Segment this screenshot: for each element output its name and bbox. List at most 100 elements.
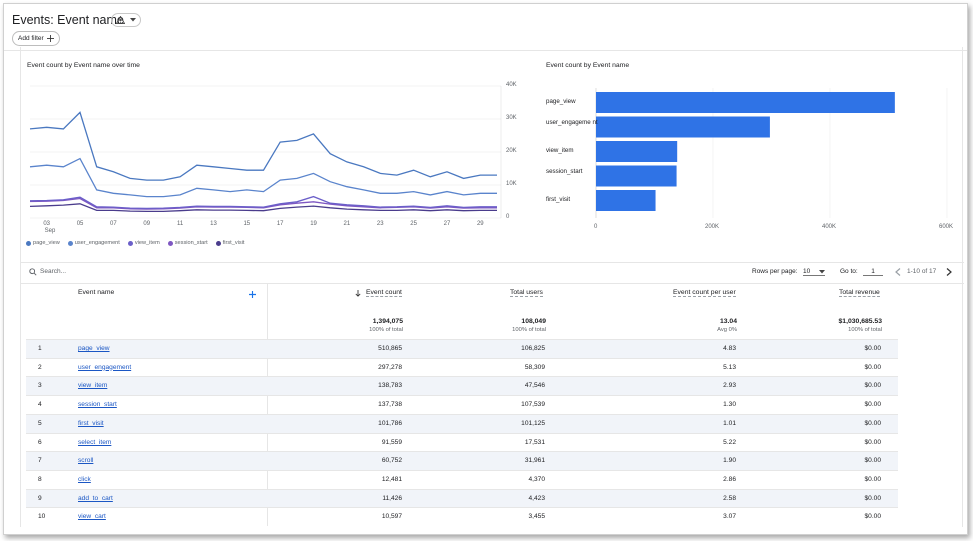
row-index: 5 [38, 419, 42, 427]
event-name-link[interactable]: user_engagement [78, 363, 132, 371]
total-users-cell: 106,825 [521, 345, 545, 352]
bar-category-label: view_item [546, 147, 574, 154]
goto-input[interactable]: 1 [863, 268, 883, 276]
legend-item-view_item[interactable]: view_item [127, 240, 160, 246]
search-icon[interactable] [29, 268, 37, 276]
x-tick-label: 11 [176, 221, 184, 227]
total-users-cell: 47,546 [524, 382, 545, 390]
rows-per-page-select[interactable]: 10 [803, 268, 825, 276]
total-revenue-cell: $0.00 [864, 401, 881, 409]
report-header: Events: Event name Add filter [4, 4, 967, 51]
table-row[interactable]: 4 session_start 137,738 107,539 1.30 $0.00 [26, 395, 898, 415]
total-revenue-cell: $0.00 [864, 419, 881, 427]
total-per-user-sub: Avg 0% [717, 327, 737, 333]
event-name-link[interactable]: click [78, 475, 91, 483]
bar-view_item[interactable] [596, 141, 678, 162]
table-row[interactable]: 10 view_cart 10,597 3,455 3.07 $0.00 [26, 507, 898, 527]
series-line-page_view[interactable] [29, 111, 497, 181]
total-revenue-cell: $0.00 [864, 494, 881, 502]
total-users-cell: 4,423 [528, 494, 545, 502]
legend-label: user_engagement [74, 240, 120, 246]
table-toolbar [21, 262, 964, 284]
table-row[interactable]: 7 scroll 60,752 31,961 1.90 $0.00 [26, 451, 898, 471]
total-users-cell: 58,309 [524, 363, 545, 371]
add-filter-button[interactable]: Add filter [12, 31, 60, 46]
legend-item-session_start[interactable]: session_start [167, 240, 208, 246]
event-name-link[interactable]: page_view [78, 345, 110, 352]
chevron-down-icon [129, 18, 136, 22]
series-line-session_start[interactable] [29, 197, 497, 210]
event-count-per-user-cell: 2.86 [723, 475, 736, 483]
total-revenue-cell: $0.00 [864, 475, 881, 483]
event-name-link[interactable]: session_start [78, 401, 117, 409]
event-name-link[interactable]: view_cart [78, 513, 106, 521]
previous-page-icon[interactable] [895, 268, 901, 276]
next-page-icon[interactable] [946, 268, 952, 276]
x-tick-label: 17 [276, 221, 284, 227]
total-revenue-cell: $0.00 [864, 382, 881, 390]
bar-x-tick-label: 200K [705, 224, 720, 230]
table-row[interactable]: 5 first_visit 101,786 101,125 1.01 $0.00 [26, 413, 898, 434]
event-name-link[interactable]: first_visit [78, 419, 104, 427]
legend-label: view_item [134, 240, 160, 246]
bar-session_start[interactable] [596, 165, 677, 187]
x-tick-label: 23 [376, 221, 384, 227]
table-row[interactable]: 2 user_engagement 297,278 58,309 5.13 $0.00 [26, 357, 898, 378]
legend-swatch [215, 240, 221, 246]
legend-item-page_view[interactable]: page_view [26, 240, 60, 246]
line-chart-title: Event count by Event name over time [27, 62, 140, 69]
table-row[interactable]: 9 add_to_cart 11,426 4,423 2.58 $0.00 [26, 488, 898, 509]
y-tick-label: 30K [506, 115, 517, 121]
plus-icon [46, 35, 54, 42]
bar-x-tick-label: 0 [594, 224, 598, 230]
x-tick-label: 15 [243, 221, 251, 227]
bar-category-label: user_engageme nt [546, 118, 598, 126]
event-name-link[interactable]: scroll [78, 457, 94, 465]
row-index: 8 [38, 475, 42, 483]
x-axis-month-label: Sep [44, 228, 56, 234]
header-total-revenue[interactable]: Total revenue [839, 289, 880, 297]
bar-user_engagement[interactable] [596, 116, 770, 138]
bar-page_view[interactable] [596, 92, 895, 113]
y-tick-label: 0 [506, 214, 510, 220]
table-row[interactable]: 6 select_item 91,559 17,531 5.22 $0.00 [26, 432, 898, 453]
bar-x-tick-label: 600K [939, 224, 954, 230]
legend-item-first_visit[interactable]: first_visit [215, 240, 244, 246]
warning-icon [116, 16, 126, 24]
rows-per-page-value: 10 [803, 268, 811, 275]
event-count-per-user-cell: 1.01 [723, 419, 736, 427]
goto-label: Go to: [840, 268, 858, 275]
header-event-count[interactable]: Event count [366, 289, 402, 297]
column-divider [267, 283, 268, 526]
search-input[interactable]: Search... [40, 268, 67, 275]
table-row[interactable]: 3 view_item 138,783 47,546 2.93 $0.00 [26, 376, 898, 396]
sort-arrow-down-icon[interactable] [355, 290, 361, 297]
event-count-cell: 10,597 [381, 513, 402, 521]
header-event-name[interactable]: Event name [78, 289, 115, 296]
total-revenue-sub: 100% of total [848, 327, 882, 333]
add-dimension-icon[interactable] [249, 291, 256, 298]
table-row[interactable]: 8 click 12,481 4,370 2.86 $0.00 [26, 469, 898, 490]
event-name-link[interactable]: add_to_cart [78, 494, 113, 502]
row-index: 10 [38, 513, 46, 521]
total-users-cell: 31,961 [524, 457, 545, 465]
table-row[interactable]: 1 page_view 510,865 106,825 4.83 $0.00 [26, 339, 898, 359]
series-line-user_engagement[interactable] [29, 157, 497, 198]
header-total-users[interactable]: Total users [510, 289, 543, 297]
series-line-view_item[interactable] [29, 195, 497, 210]
chevron-down-icon [819, 270, 825, 274]
legend-item-user_engagement[interactable]: user_engagement [67, 240, 120, 246]
bar-first_visit[interactable] [596, 190, 656, 211]
x-tick-label: 25 [410, 221, 417, 227]
header-event-count-per-user[interactable]: Event count per user [673, 289, 736, 297]
total-users: 108,049 [521, 318, 546, 325]
event-count-per-user-cell: 5.22 [723, 438, 736, 446]
warning-dropdown[interactable] [111, 13, 141, 27]
series-line-first_visit[interactable] [29, 203, 497, 213]
rows-per-page-label: Rows per page: [752, 268, 798, 275]
legend-swatch [67, 240, 73, 246]
event-name-link[interactable]: select_item [78, 438, 112, 446]
event-name-link[interactable]: view_item [78, 382, 108, 390]
bar-category-label: session_start [546, 167, 583, 175]
total-users-cell: 4,370 [528, 475, 545, 483]
